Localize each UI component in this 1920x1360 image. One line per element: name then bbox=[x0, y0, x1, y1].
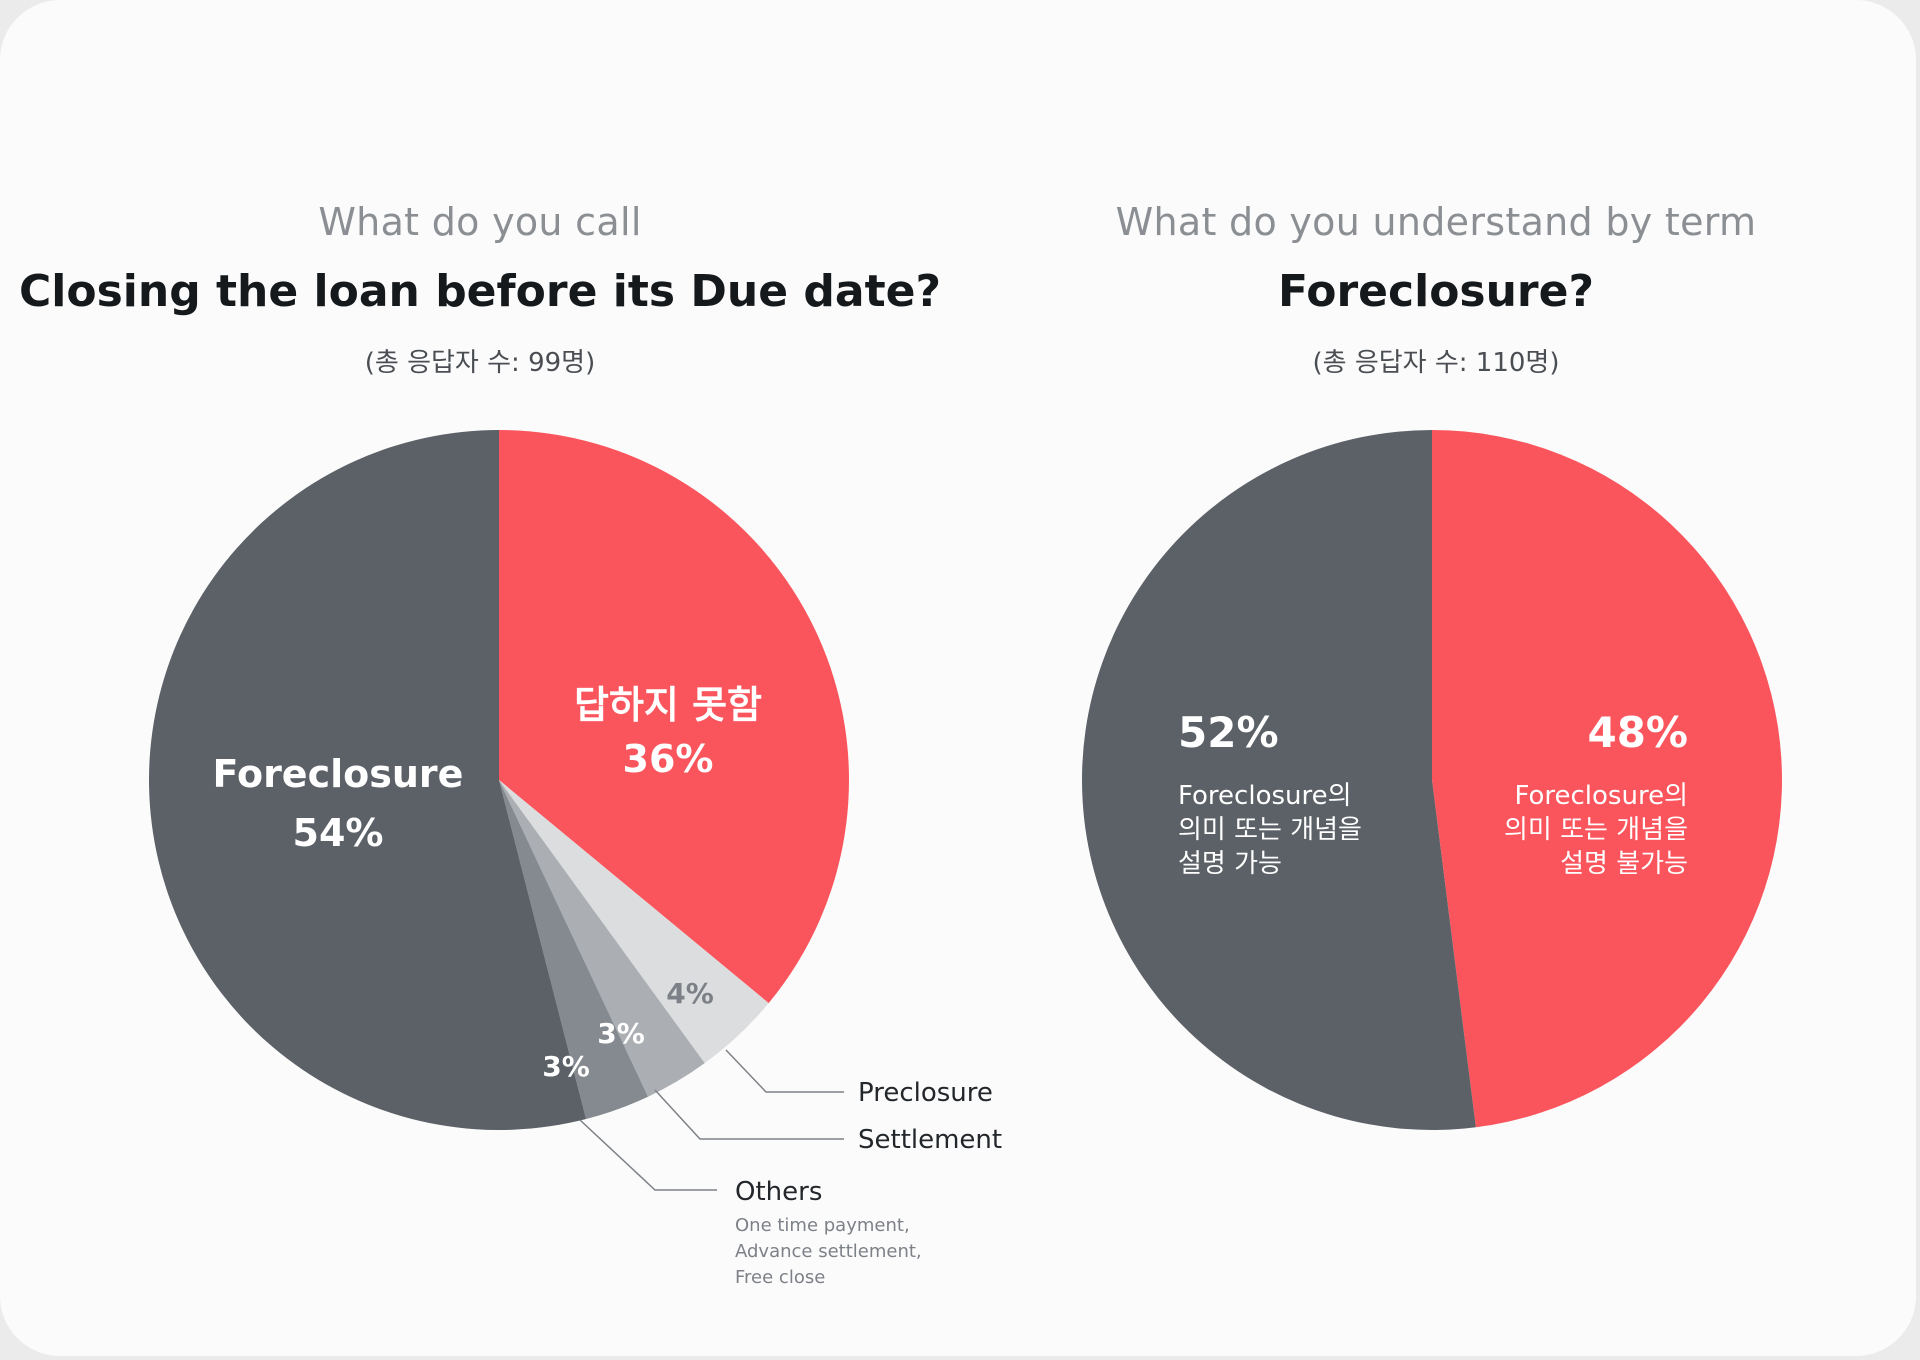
callout-settlement: Settlement bbox=[858, 1125, 1002, 1155]
pie-chart-closing-loan: 답하지 못함 36% Foreclosure 54% 4% 3% 3% Prec… bbox=[149, 430, 1002, 1288]
slice-label-cannot-explain: Foreclosure의 bbox=[1514, 781, 1688, 811]
pie-slice-unanswered bbox=[499, 430, 849, 1004]
chart-closing-loan: What do you call Closing the loan before… bbox=[19, 200, 1002, 1288]
callout-others: Others bbox=[735, 1177, 822, 1207]
leader-line-settlement bbox=[654, 1089, 844, 1140]
respondent-count: (총 응답자 수: 99명) bbox=[364, 348, 596, 378]
pie-slice-preclosure bbox=[499, 780, 769, 1064]
slice-label-can-explain: Foreclosure의 bbox=[1178, 781, 1352, 811]
slice-label-cannot-explain: 의미 또는 개념을 bbox=[1504, 815, 1688, 845]
chart-title: Closing the loan before its Due date? bbox=[19, 266, 941, 317]
slice-value-can-explain: 52% bbox=[1178, 708, 1279, 757]
chart-subtitle: What do you call bbox=[318, 200, 642, 244]
slice-value-others: 3% bbox=[542, 1050, 590, 1083]
slice-value-unanswered: 36% bbox=[623, 737, 714, 781]
slice-label-can-explain: 설명 가능 bbox=[1178, 849, 1282, 879]
callout-preclosure: Preclosure bbox=[858, 1078, 993, 1108]
slice-value-settlement: 3% bbox=[597, 1017, 645, 1050]
slice-label-can-explain: 의미 또는 개념을 bbox=[1178, 815, 1362, 845]
callout-others-note: Free close bbox=[735, 1267, 825, 1288]
pie-chart-foreclosure: 52% Foreclosure의 의미 또는 개념을 설명 가능 48% For… bbox=[1081, 430, 1782, 1130]
pie-slice-cannot-explain bbox=[1432, 430, 1782, 1128]
chart-subtitle: What do you understand by term bbox=[1115, 200, 1757, 244]
pie-slice-settlement bbox=[499, 780, 705, 1097]
respondent-count: (총 응답자 수: 110명) bbox=[1312, 348, 1560, 378]
callout-others-note: One time payment, bbox=[735, 1215, 910, 1236]
pie-slice-foreclosure bbox=[149, 430, 587, 1130]
callout-others-note: Advance settlement, bbox=[735, 1241, 922, 1262]
slice-label-unanswered: 답하지 못함 bbox=[574, 683, 762, 727]
slice-label-cannot-explain: 설명 불가능 bbox=[1560, 849, 1688, 879]
pie-slice-can-explain bbox=[1081, 430, 1476, 1130]
slice-label-foreclosure: Foreclosure bbox=[213, 752, 464, 796]
chart-foreclosure-understanding: What do you understand by term Foreclosu… bbox=[956, 0, 1916, 1360]
slice-value-cannot-explain: 48% bbox=[1587, 708, 1688, 757]
slice-value-preclosure: 4% bbox=[666, 977, 714, 1010]
pie-slice-others bbox=[499, 780, 649, 1120]
leader-line-preclosure bbox=[725, 1049, 844, 1093]
chart-title: Foreclosure? bbox=[1277, 266, 1594, 317]
slice-value-foreclosure: 54% bbox=[293, 811, 384, 855]
leader-line-others bbox=[579, 1119, 717, 1191]
